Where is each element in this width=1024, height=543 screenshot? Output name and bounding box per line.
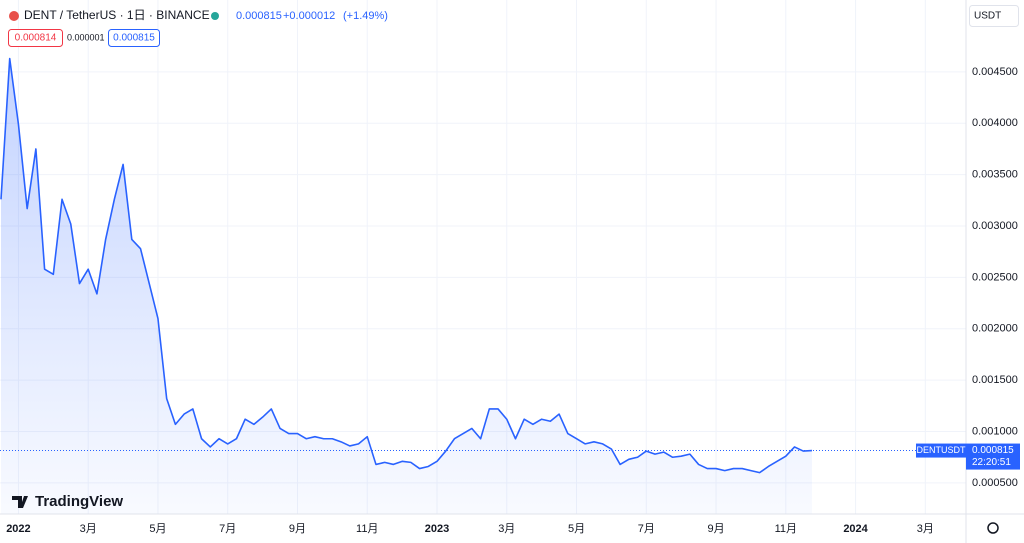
y-tick-label: 0.004000 (972, 117, 1018, 129)
y-tick-label: 0.002500 (972, 271, 1018, 283)
plot (0, 0, 966, 514)
symbol-icon (9, 11, 19, 21)
symbol-tag-label: DENTUSDT (917, 445, 967, 455)
x-tick-label: 9月 (289, 523, 306, 535)
status-dot (211, 12, 219, 20)
y-tick-label: 0.000500 (972, 477, 1018, 489)
x-tick-label: 3月 (498, 523, 515, 535)
change: +0.000012 (283, 10, 335, 22)
y-tick-label: 0.001000 (972, 425, 1018, 437)
x-tick-label: 2023 (425, 523, 449, 535)
sell-price: 0.000814 (15, 33, 57, 44)
x-tick-label: 5月 (568, 523, 585, 535)
countdown: 22:20:51 (972, 457, 1011, 468)
x-tick-label: 11月 (775, 523, 797, 535)
x-tick-label: 11月 (356, 523, 378, 535)
currency: USDT (974, 11, 1001, 22)
x-tick-label: 7月 (638, 523, 655, 535)
x-tick-label: 2024 (843, 523, 868, 535)
area-fill (1, 58, 812, 514)
price-line (0, 57, 813, 474)
buy-price: 0.000815 (113, 33, 155, 44)
x-tick-label: 3月 (80, 523, 97, 535)
sell-pill[interactable] (8, 29, 63, 47)
spread: 0.000001 (67, 32, 105, 42)
change-pct: (+1.49%) (343, 10, 388, 22)
price-tag-label: 0.000815 (972, 445, 1014, 456)
x-tick-label: 3月 (917, 523, 934, 535)
x-tick-label: 7月 (219, 523, 236, 535)
x-tick-label: 5月 (149, 523, 166, 535)
x-tick-label: 2022 (6, 523, 30, 535)
y-tick-label: 0.002000 (972, 323, 1018, 335)
logo-text: TradingView (35, 493, 123, 510)
y-tick-label: 0.004500 (972, 66, 1018, 78)
symbol-tag (916, 443, 966, 458)
y-tick-label: 0.003500 (972, 169, 1018, 181)
settings-button[interactable] (987, 522, 999, 534)
logo-mark (12, 496, 28, 508)
y-tick-label: 0.001500 (972, 374, 1018, 386)
logo: TradingView (12, 493, 123, 510)
price-tag (966, 443, 1020, 470)
y-tick-label: 0.003000 (972, 220, 1018, 232)
symbol: DENT / TetherUS · 1日 · BINANCE (24, 8, 210, 22)
x-tick-label: 9月 (707, 523, 724, 535)
buy-pill[interactable] (108, 29, 160, 47)
price: 0.000815 (236, 10, 282, 22)
currency-button[interactable] (969, 5, 1019, 27)
